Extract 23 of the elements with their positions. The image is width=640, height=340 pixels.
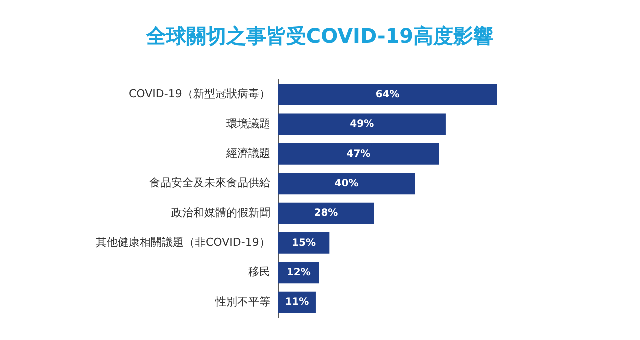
bar bbox=[278, 84, 498, 106]
y-tick-label: 經濟議題 bbox=[225, 147, 270, 160]
bar bbox=[278, 232, 330, 254]
data-label: 11% bbox=[285, 297, 310, 308]
y-tick-label: COVID-19（新型冠狀病毒） bbox=[128, 88, 270, 101]
data-label: 64% bbox=[376, 89, 400, 100]
y-tick-label: 食品安全及未來食品供給 bbox=[149, 176, 270, 190]
data-label: 47% bbox=[346, 148, 371, 160]
y-tick-label: 性別不平等 bbox=[214, 295, 270, 308]
y-tick-label: 環境議題 bbox=[226, 117, 270, 130]
bar bbox=[278, 114, 446, 136]
chart-title: 全球關切之事皆受COVID-19高度影響 bbox=[145, 24, 494, 48]
y-tick-label: 其他健康相關議題（非COVID-19） bbox=[96, 236, 270, 250]
bar bbox=[278, 173, 416, 195]
data-label: 40% bbox=[334, 178, 359, 190]
y-tick-label: 移民 bbox=[248, 266, 270, 279]
data-label: 12% bbox=[286, 267, 311, 278]
bar bbox=[278, 202, 374, 224]
data-label: 15% bbox=[292, 238, 316, 249]
data-label: 49% bbox=[350, 119, 374, 130]
bar bbox=[278, 143, 440, 165]
y-tick-label: 政治和媒體的假新聞 bbox=[171, 206, 270, 220]
data-label: 28% bbox=[314, 208, 338, 220]
